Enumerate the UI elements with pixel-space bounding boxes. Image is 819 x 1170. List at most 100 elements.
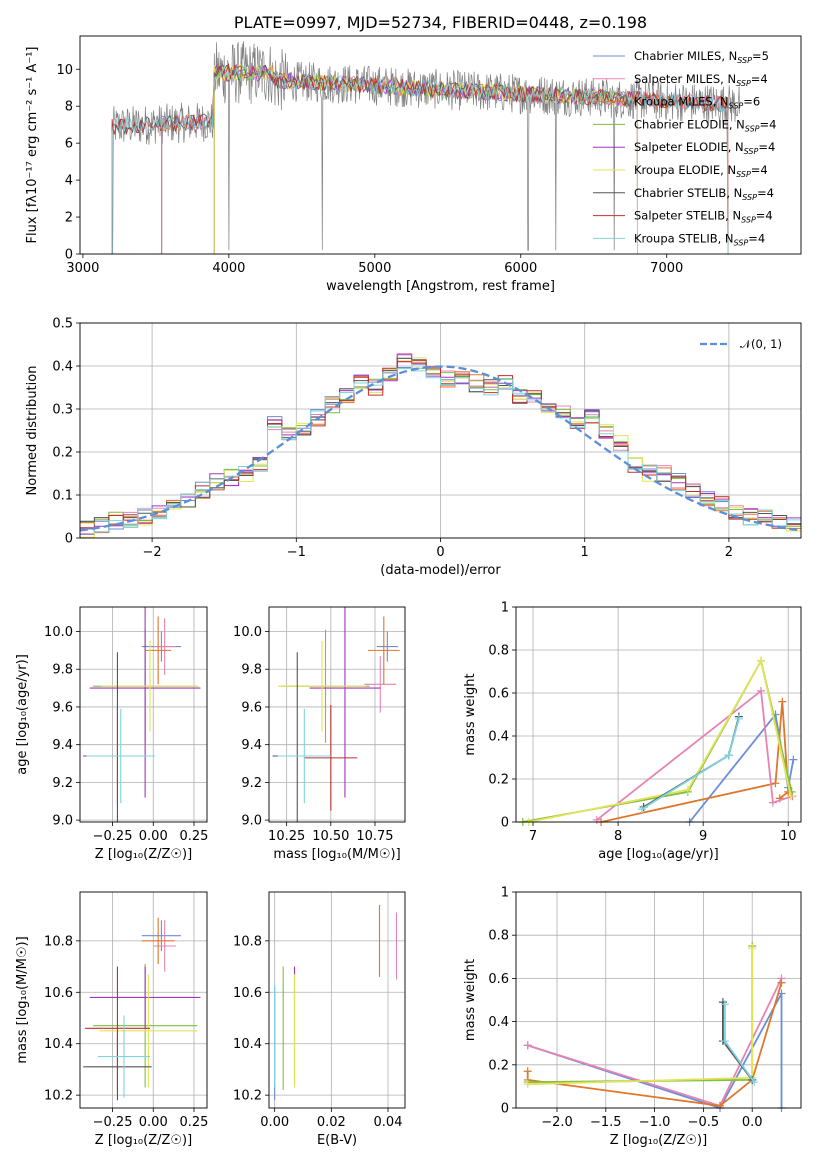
x-tick-label: 0.25 [179,1115,208,1130]
model-spectrum-series [111,63,729,254]
weight-marker [734,714,743,723]
x-tick-label: 9 [699,829,707,844]
weight-marker [720,1037,729,1046]
y-tick-label: 0.1 [52,489,73,504]
weight-series-line [527,948,754,1086]
axes-frame [79,322,802,539]
error-bar-point [99,974,198,1088]
y-tick-label: 10.0 [233,625,262,640]
weight-marker [757,656,766,665]
x-axis-label: Z [log₁₀(Z/Z☉)] [95,847,192,862]
weight-marker [683,785,692,794]
error-bar-point [145,616,172,685]
weight-marker [778,697,787,706]
residuals-chart: −2 −1 0 1 2 0 0.1 0.2 0.3 0.4 0.5 (data-model)/erro… [25,317,802,578]
x-tick-label: 10.25 [268,829,305,844]
error-bar-point [153,618,177,675]
legend-entry: Salpeter ELODIE, NSSP=4 [634,140,775,156]
y-tick-label: 9.2 [52,776,73,791]
age-vs-mass-chart: 10.25 10.50 10.75 9.0 9.2 9.4 9.6 9.8 10.0 mass [… [233,606,406,862]
x-tick-label: −1.0 [639,1115,671,1130]
spectrum-chart: PLATE=0997, MJD=52734, FIBERID=0448, z=0… [25,13,802,294]
y-tick-label: 10.4 [44,1037,73,1052]
y-axis-label: mass weight [463,959,478,1041]
axes-frame [79,606,208,823]
weight-marker [789,755,798,764]
x-axis-label: mass [log₁₀(M/M☉)] [273,847,400,862]
weight-marker [592,815,601,824]
residual-histogram [80,361,801,533]
chart-title: PLATE=0997, MJD=52734, FIBERID=0448, z=0… [234,13,647,32]
legend-entry: Salpeter STELIB, NSSP=4 [634,209,773,225]
weight-vs-age-chart: 7 8 9 10 0 0.2 0.4 0.6 0.8 1 age [log₁₀(age/yr)] ma… [463,601,802,862]
y-tick-label: 1 [501,601,509,616]
gaussian-curve [79,365,802,532]
weight-marker [777,978,786,987]
y-tick-label: 9.0 [241,814,262,829]
y-tick-label: 9.4 [52,738,73,753]
y-tick-label: 0.4 [488,1015,509,1030]
error-bar-point [153,920,177,972]
weight-marker [724,751,733,760]
x-tick-label: −2.0 [541,1115,573,1130]
mass-vs-z-chart: −0.25 0.00 0.25 10.2 10.4 10.6 10.8 Z [log₁₀(Z/… [15,891,208,1148]
error-bar-point [89,966,201,1029]
y-tick-label: 10.2 [44,1089,73,1104]
x-axis-label: age [log₁₀(age/yr)] [598,847,719,862]
weight-marker [720,1000,729,1009]
y-tick-label: 9.0 [52,814,73,829]
error-bar-point [364,656,397,713]
weight-series-line [528,658,792,822]
y-tick-label: 10.8 [233,934,262,949]
x-tick-label: 7000 [650,261,683,276]
x-axis-label: E(B-V) [317,1133,357,1148]
y-axis-label: Flux [fλ10⁻¹⁷ erg cm⁻² s⁻¹ A⁻¹] [25,47,40,244]
mass-vs-ebv-chart: 0.00 0.02 0.04 10.2 10.4 10.6 10.8 E(B-V) [233,891,406,1148]
age-vs-z-chart: −0.25 0.00 0.25 9.0 9.2 9.4 9.6 9.8 10.0 Z [log₁₀… [15,606,208,862]
x-tick-label: 2 [725,545,733,560]
y-tick-label: 0.6 [488,972,509,987]
weight-series-line [527,993,783,1108]
axes-frame [515,606,802,823]
axes-frame [79,891,208,1109]
x-tick-label: 0.02 [317,1115,346,1130]
x-tick-label: 10 [780,829,797,844]
x-tick-label: −1.5 [590,1115,622,1130]
error-bar-point [97,1015,151,1098]
weight-marker [637,805,646,814]
y-tick-label: 0 [501,816,509,831]
y-axis-label: age [log₁₀(age/yr)] [15,654,30,775]
y-tick-label: 8 [65,100,73,115]
legend-entry: Salpeter MILES, NSSP=4 [634,72,768,88]
y-tick-label: 0 [501,1102,509,1117]
y-tick-label: 0.2 [52,446,73,461]
y-tick-label: 9.8 [241,663,262,678]
x-axis-label: Z [log₁₀(Z/Z☉)] [610,1133,707,1148]
x-tick-label: 6000 [504,261,537,276]
x-tick-label: 8 [614,829,622,844]
y-tick-label: 0 [65,248,73,263]
error-bar-point [367,616,400,685]
error-bar-point [101,640,199,732]
y-tick-label: 9.6 [52,700,73,715]
axes-frame [268,606,406,823]
weight-marker [757,686,766,695]
legend-entry: Chabrier MILES, NSSP=5 [634,49,769,65]
y-tick-label: 10 [56,63,73,78]
y-tick-label: 0.4 [52,360,73,375]
y-tick-label: 0 [65,532,73,547]
y-tick-label: 0.3 [52,403,73,418]
y-tick-label: 10.6 [233,986,262,1001]
error-bar-point [309,607,381,798]
weight-marker [771,779,780,788]
y-tick-label: 4 [65,174,73,189]
weight-series-line [527,946,754,1083]
legend-entry: Chabrier STELIB, NSSP=4 [634,186,774,202]
y-axis-label: mass [log₁₀(M/M☉)] [15,936,30,1063]
y-tick-label: 0.4 [488,730,509,745]
y-tick-label: 1 [501,886,509,901]
x-axis-label: wavelength [Angstrom, rest frame] [326,279,555,294]
y-tick-label: 2 [65,211,73,226]
y-axis-label: mass weight [463,673,478,755]
x-tick-label: −0.25 [93,1115,133,1130]
